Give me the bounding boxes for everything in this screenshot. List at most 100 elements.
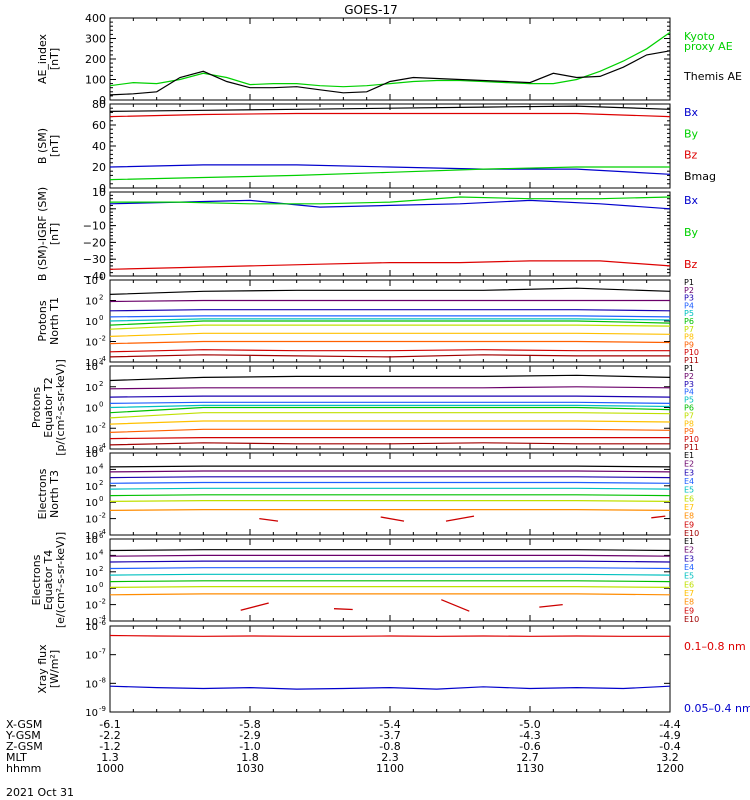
y-tick-label: 10 [85, 622, 98, 633]
series-line [109, 349, 670, 353]
legend-label: P6 [684, 404, 694, 413]
y-tick-label: −40 [83, 270, 106, 283]
series-fragment [380, 516, 405, 522]
legend-label: E10 [684, 615, 699, 624]
legend-label: 0.1–0.8 nm [684, 640, 746, 653]
legend-label: E1 [684, 451, 694, 460]
y-tick-label: 10 [85, 482, 98, 493]
y-tick-label: 10 [85, 531, 98, 542]
x-axis-row-label: Z-GSM [6, 740, 43, 753]
y-tick-label: 10 [85, 708, 98, 719]
y-tick-exponent: -8 [99, 676, 106, 684]
x-axis-row-value: -2.2 [99, 729, 120, 742]
y-tick-label: 60 [92, 119, 106, 132]
y-axis-label: [e/(cm²-s-sr-keV)] [54, 532, 67, 628]
y-tick-label: 10 [85, 465, 98, 476]
y-tick-label: 10 [85, 317, 98, 328]
x-axis-rows: X-GSM -6.1 -5.8 -5.4 -5.0 -4.4 Y-GSM -2.2 -2.9 -3… [5, 718, 684, 775]
y-tick-exponent: 6 [99, 532, 104, 540]
legend-label: P7 [684, 325, 694, 334]
date-label: 2021 Oct 31 [6, 786, 74, 799]
legend-label: 0.05–0.4 nm [684, 702, 750, 715]
series-line [109, 332, 671, 337]
legend-label: By [684, 127, 699, 140]
x-axis-row-label: X-GSM [6, 718, 42, 731]
x-axis-row-value: -3.7 [379, 729, 400, 742]
x-axis-row-value: 3.2 [661, 751, 679, 764]
panel-frame [109, 17, 671, 101]
legend-label: P10 [684, 435, 699, 444]
legend-label: P3 [684, 380, 694, 389]
series-line [109, 573, 671, 576]
y-tick-label: 10 [85, 424, 98, 435]
legend-label: E4 [684, 477, 694, 486]
legend-label: P8 [684, 419, 694, 428]
y-tick-exponent: -4 [99, 355, 107, 363]
x-axis-row-value: -2.9 [239, 729, 260, 742]
series-fragment [333, 608, 353, 611]
legend-label: P1 [684, 364, 694, 373]
series-line [109, 50, 671, 96]
series-line [109, 412, 671, 419]
legend-label: E2 [684, 460, 694, 469]
series-line [109, 374, 671, 382]
y-tick-label: 10 [92, 186, 106, 199]
y-tick-label: 10 [85, 535, 98, 546]
x-axis-row-value: 1030 [236, 762, 264, 775]
panel-3: 10 0 −10 −20 −30 −40 B (SM)-IGRF (SM) [nT] Bx By B… [36, 186, 699, 283]
panel-frame [109, 103, 671, 189]
legend-label: E7 [684, 589, 694, 598]
y-axis-label: AE_index [36, 33, 49, 84]
panel-2: 0 20 40 60 80 B (SM) [nT] Bx By Bz Bmag [36, 98, 716, 195]
legend-label: E7 [684, 503, 694, 512]
x-axis-row-value: -0.8 [379, 740, 400, 753]
y-axis-label: [nT] [48, 223, 61, 245]
series-line [109, 442, 670, 446]
y-tick-exponent: 4 [99, 273, 104, 281]
panel-frame [109, 452, 671, 536]
x-axis-row-value: 2.7 [521, 751, 539, 764]
legend-label: E5 [684, 572, 694, 581]
legend-label: E4 [684, 563, 694, 572]
legend-label: E9 [684, 606, 694, 615]
series-line [109, 105, 671, 112]
series-line [109, 315, 671, 318]
legend-label: Themis AE [683, 70, 742, 83]
series-line [109, 560, 671, 563]
x-axis-row-value: -4.3 [519, 729, 540, 742]
legend-label: P9 [684, 340, 694, 349]
y-tick-exponent: 2 [99, 565, 103, 573]
series-fragment [259, 517, 279, 522]
y-axis-label: [p/(cm²-s-sr-keV)] [54, 359, 67, 456]
y-tick-exponent: 6 [99, 446, 104, 454]
y-axis-label: [nT] [48, 48, 61, 70]
x-axis-row-value: -4.4 [659, 718, 680, 731]
y-tick-label: 100 [85, 74, 106, 87]
series-line [109, 320, 671, 326]
series-line [109, 554, 671, 557]
y-tick-label: 300 [85, 33, 106, 46]
figure-title: GOES-17 [344, 3, 398, 17]
y-tick-label: 10 [85, 449, 98, 460]
panel-frame [109, 191, 671, 277]
legend-label: E5 [684, 486, 694, 495]
y-tick-label: 10 [85, 551, 98, 562]
series-line [109, 470, 671, 473]
series-line [109, 395, 671, 398]
y-tick-exponent: 2 [99, 294, 103, 302]
y-axis-label: B (SM)-IGRF (SM) [36, 187, 49, 281]
series-line [109, 465, 671, 468]
legend-label: P11 [684, 443, 699, 452]
series-line [109, 593, 671, 596]
legend-label: E3 [684, 468, 694, 477]
series-line [109, 318, 671, 322]
y-tick-label: 200 [85, 53, 106, 66]
series-line [109, 354, 670, 358]
x-axis-row-value: -5.4 [379, 718, 400, 731]
y-tick-label: 10 [85, 276, 98, 287]
y-tick-label: 40 [92, 140, 106, 153]
